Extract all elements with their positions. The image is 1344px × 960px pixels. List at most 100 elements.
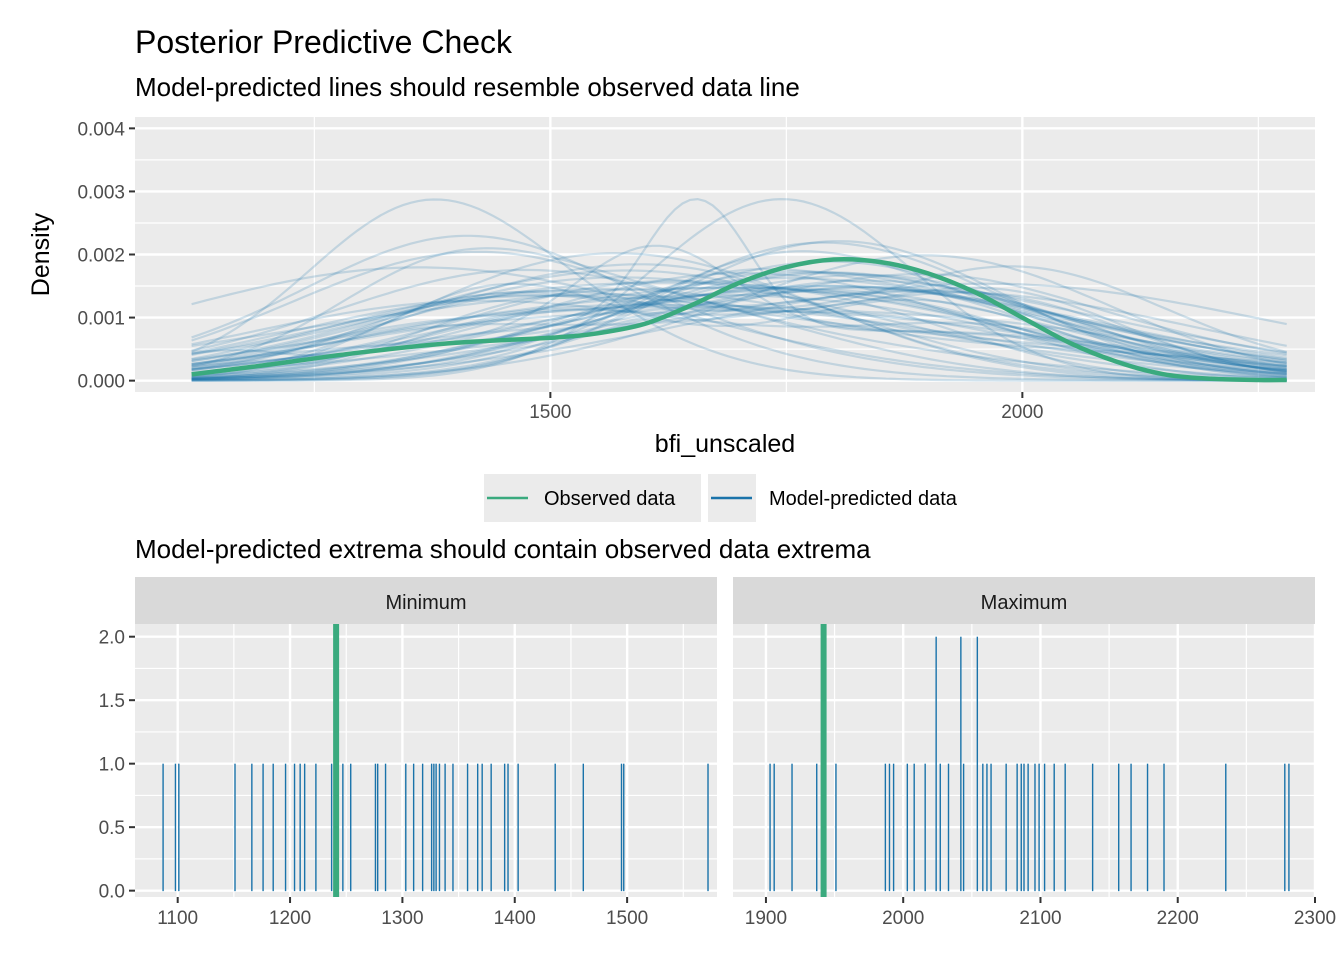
facet-strip-minimum [135, 577, 717, 624]
chart-subtitle: Model-predicted lines should resemble ob… [135, 72, 800, 102]
predicted-extreme-bar [430, 763, 433, 892]
predicted-extreme-bar [935, 636, 937, 892]
predicted-extreme-bar [466, 763, 469, 892]
predicted-density-line [191, 260, 1287, 380]
y-tick-label: 0.000 [77, 372, 125, 393]
predicted-density-line [191, 254, 1287, 382]
predicted-density-line [191, 284, 1287, 379]
x-tick-label: 2000 [882, 908, 924, 929]
predicted-extreme-bar [503, 763, 506, 892]
predicted-density-line [191, 265, 1287, 382]
predicted-extreme-bar [623, 763, 625, 892]
predicted-extreme-bar [1225, 763, 1227, 892]
predicted-extreme-bar [1023, 763, 1025, 892]
predicted-extreme-bar [913, 763, 915, 892]
predicted-extreme-bar [438, 763, 441, 892]
y-tick-label: 0.001 [77, 309, 125, 330]
predicted-extreme-bar [374, 763, 377, 892]
predicted-extreme-bar [178, 763, 180, 892]
predicted-extreme-bar [906, 763, 909, 892]
x-tick-label: 2100 [1019, 908, 1061, 929]
predicted-extreme-bar [947, 763, 950, 892]
predicted-extreme-bar [835, 763, 837, 892]
predicted-extreme-bar [303, 763, 306, 892]
x-tick-label: 1300 [381, 908, 423, 929]
y-tick-label: 0.0 [99, 882, 125, 903]
x-tick-label: 1100 [157, 908, 198, 929]
legend-label-predicted: Model-predicted data [769, 488, 958, 510]
predicted-extreme-bar [350, 763, 352, 892]
predicted-density-line [191, 303, 1287, 366]
predicted-density-line [191, 234, 1287, 382]
predicted-extreme-bar [962, 763, 965, 892]
observed-extreme-line [820, 624, 827, 897]
predicted-density-line [191, 290, 1287, 373]
predicted-density-line [191, 197, 1287, 372]
predicted-extreme-bar [1053, 763, 1055, 892]
y-tick-label: 1.5 [99, 691, 125, 712]
y-tick-label: 0.003 [77, 182, 125, 203]
x-tick-label: 2000 [1001, 402, 1043, 423]
predicted-density-line [191, 240, 1287, 382]
predicted-extreme-bar [435, 763, 437, 892]
y-tick-label: 2.0 [99, 628, 125, 649]
predicted-extreme-bar [986, 763, 988, 892]
predicted-extreme-bar [162, 763, 164, 892]
predicted-density-line [191, 273, 1287, 381]
predicted-extreme-bar [330, 763, 333, 892]
y-axis-label: Density [27, 212, 55, 296]
predicted-extreme-bar [982, 763, 984, 892]
predicted-extreme-bar [1118, 763, 1120, 892]
predicted-extreme-bar [234, 763, 236, 892]
legend-label-observed: Observed data [544, 488, 676, 510]
predicted-extreme-bar [892, 763, 895, 892]
x-tick-label: 2200 [1157, 908, 1199, 929]
extrema-subtitle: Model-predicted extrema should contain o… [135, 534, 871, 564]
predicted-extreme-bar [1038, 763, 1040, 892]
predicted-extreme-bar [490, 763, 492, 892]
predicted-density-line [191, 293, 1287, 364]
x-tick-label: 1500 [606, 908, 648, 929]
x-tick-label: 1200 [269, 908, 311, 929]
predicted-density-line [191, 290, 1287, 367]
predicted-extreme-bar [421, 763, 424, 892]
predicted-extreme-bar [924, 763, 926, 892]
predicted-density-line [191, 291, 1287, 373]
x-tick-label: 1400 [494, 908, 536, 929]
predicted-density-line [191, 250, 1287, 382]
predicted-density-line [191, 291, 1287, 372]
y-tick-label: 0.004 [77, 119, 125, 140]
predicted-density-line [191, 276, 1287, 379]
predicted-extreme-bar [517, 763, 519, 892]
predicted-extreme-bar [1064, 763, 1066, 892]
predicted-density-line [191, 198, 1287, 382]
predicted-extreme-bar [412, 763, 415, 892]
predicted-extreme-bar [1043, 763, 1046, 892]
facet-strip-maximum [733, 577, 1315, 624]
predicted-density-line [191, 290, 1287, 378]
predicted-extreme-bar [990, 763, 992, 892]
predicted-density-line [191, 285, 1287, 379]
predicted-extreme-bar [1005, 763, 1007, 892]
predicted-density-line [191, 279, 1287, 378]
predicted-density-line [191, 197, 1287, 382]
predicted-extreme-bar [481, 763, 483, 892]
predicted-extreme-bar [773, 763, 775, 892]
predicted-extreme-bar [251, 763, 253, 892]
predicted-extreme-bar [582, 763, 584, 892]
predicted-extreme-bar [452, 763, 454, 892]
predicted-density-line [191, 299, 1287, 376]
predicted-extreme-bar [1027, 763, 1029, 892]
predicted-density-line [191, 252, 1287, 382]
predicted-density-line [191, 273, 1287, 379]
predicted-extreme-bar [1163, 763, 1165, 892]
predicted-extreme-bar [1016, 763, 1018, 892]
predicted-density-line [191, 294, 1287, 374]
x-tick-label: 1900 [745, 908, 787, 929]
predicted-density-line [191, 285, 1287, 377]
predicted-extreme-bar [1284, 763, 1286, 892]
predicted-density-line [191, 282, 1287, 380]
predicted-density-line [191, 250, 1287, 381]
facet-strip-label: Minimum [385, 592, 466, 614]
facet-strip-label: Maximum [981, 592, 1068, 614]
